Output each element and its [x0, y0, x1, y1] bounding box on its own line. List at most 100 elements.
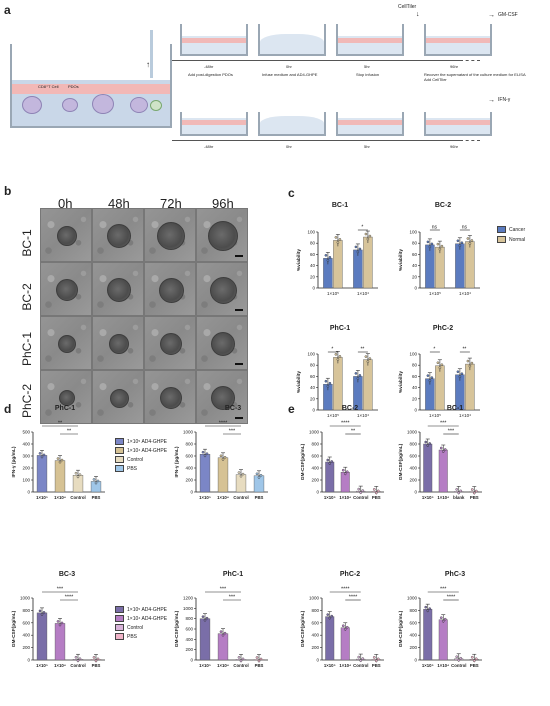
legend-e-2: Control [115, 624, 143, 631]
d-phc1-ytick-label: 500 [22, 430, 30, 435]
d-bc3-point [203, 454, 207, 458]
d-phc1-bar [36, 455, 48, 493]
d-phc1-ytick-label: 200 [22, 466, 30, 471]
d-phc1-point [96, 479, 100, 483]
row-label-0: BC-1 [20, 229, 34, 257]
e-phc3-ylabel: GM-CSF(pg/mL) [398, 610, 404, 647]
e-phc3-title: PhC-3 [445, 571, 465, 578]
d-phc1-bar [54, 460, 66, 493]
legend-e-0: 1×10⁵ AD4-GHPE [115, 606, 167, 613]
e-bc3-bar [72, 659, 84, 661]
organoid [208, 221, 238, 251]
e-bc3-point [40, 613, 44, 616]
d-phc1-bar [72, 475, 84, 493]
e-phc1-point [259, 657, 263, 661]
c-bc1-point [364, 232, 368, 236]
e-phc3-bar [423, 608, 433, 661]
e-bc1-ytick-label: 200 [409, 478, 417, 483]
e-phc3-bar [454, 658, 464, 661]
micrograph-r3-c2 [144, 370, 196, 424]
d-phc1-xtick-label: PBS [92, 495, 101, 500]
e-bc2-ytick-label: 400 [311, 466, 319, 471]
e-bc3-point [94, 659, 98, 663]
e-bc3-point [58, 623, 62, 627]
arrow-down-icon: ↓ [416, 11, 420, 18]
organoid [56, 279, 78, 301]
gmcsf-readout-label: GM-CSF [498, 12, 518, 18]
organoid [209, 276, 237, 304]
d-bc3-point [239, 474, 243, 478]
e-phc2-point [341, 624, 345, 628]
e-bc1-ytick-label: 800 [409, 442, 417, 447]
d-bc3-point [201, 450, 205, 454]
c-bc1-point [328, 256, 332, 259]
legend-e-1: 1×10⁴ AD4-GHPE [115, 615, 167, 622]
c-phc1-point [336, 358, 340, 361]
e-phc3-sig-label: *** [440, 587, 447, 593]
e-bc3-ytick-label: 400 [22, 633, 30, 638]
e-bc1-xtick-label: 1×10⁵ [422, 495, 434, 500]
e-bc3-ytick-label: 800 [22, 608, 30, 613]
e-phc2-point [343, 627, 347, 631]
panel-label-e: e [288, 402, 295, 416]
d-phc1-ytick-label: 100 [22, 478, 30, 483]
e-bc1-point [470, 488, 474, 491]
time-header-2: 72h [160, 196, 182, 211]
e-phc3-sig-label: **** [447, 595, 456, 601]
e-bc3-ytick-label: 600 [22, 620, 30, 625]
e-phc3-xtick-label: 1×10⁵ [422, 663, 434, 668]
d-phc1-point [56, 457, 60, 460]
scale-bar [235, 309, 243, 311]
time-header-1: 48h [108, 196, 130, 211]
micrograph-r2-c2 [144, 316, 196, 370]
e-phc3-bar [469, 659, 479, 661]
e-bc2-ytick-label: 200 [311, 478, 319, 483]
c-phc1-ytick-label: 20 [310, 396, 316, 401]
e-phc3-ytick-label: 400 [409, 633, 417, 638]
c-bc1-bar [353, 249, 363, 289]
c-bc2-point [426, 240, 430, 244]
e-bc3-point [38, 609, 42, 613]
e-bc2-ytick-label: 800 [311, 442, 319, 447]
c-bc2-ytick-label: 40 [412, 263, 418, 268]
c-bc1-point [358, 247, 362, 251]
t1-step-1: Infuse medium and AD4-GHPE [262, 72, 318, 77]
c-bc2-ytick-label: 80 [412, 241, 418, 246]
e-bc3-point [92, 656, 96, 659]
c-bc1-point [326, 259, 330, 262]
e-bc1-xtick-label: 1×10⁴ [437, 495, 449, 500]
e-phc1-ytick-label: 1200 [183, 596, 194, 601]
e-phc2-ytick-label: 0 [316, 658, 319, 663]
d-phc1-ytick-label: 400 [22, 442, 30, 447]
micrograph-r2-c3 [196, 316, 248, 370]
c-bc1-bar [333, 240, 343, 289]
c-bc2-point [428, 245, 432, 249]
e-bc1-ytick-label: 600 [409, 454, 417, 459]
e-phc2-ylabel: GM-CSF(pg/mL) [300, 610, 306, 647]
c-phc1-point [328, 381, 332, 385]
well-t1-1 [258, 24, 326, 56]
e-phc2-point [372, 656, 376, 659]
c-phc1-point [338, 355, 342, 358]
e-bc1-point [428, 442, 432, 445]
e-bc2-sig-label: ** [351, 429, 356, 435]
c-phc2-sig-label: * [433, 347, 435, 353]
e-phc1-point [257, 659, 261, 663]
c-phc2-bar [455, 374, 465, 411]
d-bc3-point [237, 471, 241, 474]
c-phc2-xtick-label: 1×10⁵ [429, 413, 441, 418]
scale-bar [235, 363, 243, 365]
c-phc2-point [430, 376, 434, 379]
d-bc3-xtick-label: 1×10⁴ [217, 495, 229, 500]
d-bc3-xtick-label: PBS [255, 495, 264, 500]
e-bc2-point [376, 489, 380, 493]
d-phc1-ytick-label: 0 [27, 490, 30, 495]
t1-step-2: Stop infusion [356, 72, 380, 77]
e-bc1-xtick-label: blank [453, 495, 465, 500]
cd8-tcell-label: CD8⁺T Cell [38, 84, 59, 89]
c-bc2-point [438, 247, 442, 251]
c-bc2-ytick-label: 0 [414, 286, 417, 291]
micrograph-r1-c0 [40, 262, 92, 316]
e-phc2-bar [356, 658, 366, 661]
e-bc2-point [357, 487, 361, 491]
